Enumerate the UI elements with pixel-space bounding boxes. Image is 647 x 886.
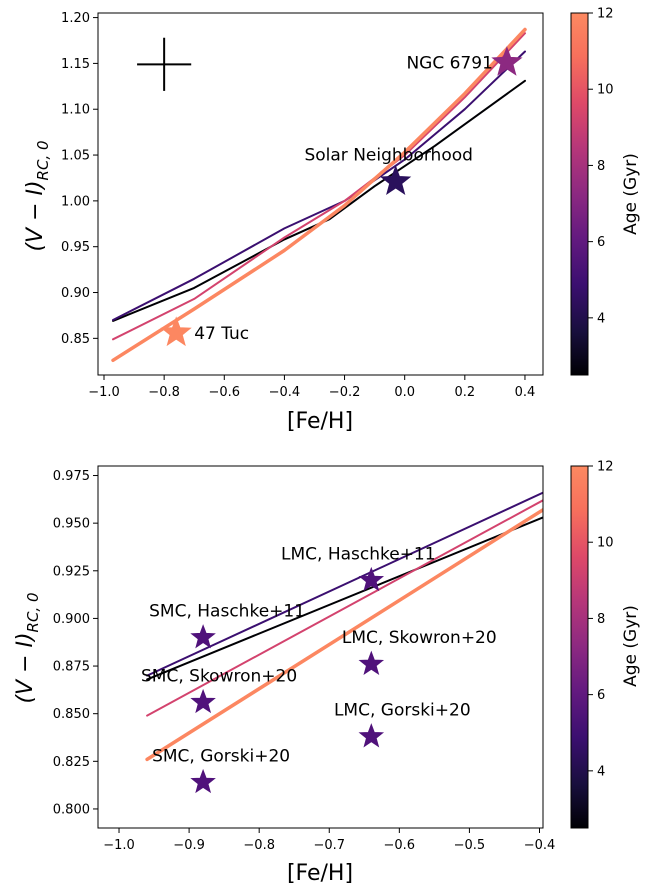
panel-top-star-marker-2	[491, 46, 523, 76]
panel-bottom-colorbar-tick-label-3: 10	[597, 536, 614, 551]
panel-top-xtick-label-7: 0.4	[515, 385, 536, 400]
panel-top-series-line-1	[112, 50, 526, 321]
panel-bottom-series-line-2	[146, 499, 543, 717]
panel-bottom-xticks: −1.0 −0.9 −0.8 −0.7 −0.6 −0.5 −0.4	[103, 828, 555, 853]
panel-bottom-xtick-label-3: −0.7	[314, 838, 346, 853]
panel-bottom-plot-area: LMC, Haschke+11 SMC, Haschke+11 LMC, Skowr…	[97, 465, 544, 829]
panel-bottom-series-line-0	[146, 516, 543, 681]
panel-top-ytick-label-6: 1.15	[61, 57, 90, 72]
panel-top-xtick-label-1: −0.8	[148, 385, 180, 400]
panel-bottom-ytick-label-7: 0.975	[53, 469, 90, 484]
panel-top-colorbar-tick-label-3: 10	[597, 83, 614, 98]
panel-bottom-star-label-4: LMC, Gorski+20	[334, 701, 471, 721]
panel-bottom-series-line-3	[145, 508, 543, 762]
panel-top-xtick-label-3: −0.4	[269, 385, 301, 400]
panel-top-star-label-2: NGC 6791	[406, 54, 492, 74]
panel-top-colorbar-ticks: 4 6 8 10 12	[588, 7, 614, 326]
panel-bottom-ytick-label-6: 0.950	[53, 517, 90, 532]
panel-bottom-star-label-2: LMC, Skowron+20	[342, 628, 497, 648]
panel-bottom-xtick-label-1: −0.9	[173, 838, 205, 853]
panel-top-colorbar-tick-label-0: 4	[597, 311, 605, 326]
panel-bottom-colorbar: 4 6 8 10 12 Age (Gyr)	[570, 460, 641, 829]
panel-bottom-ytick-label-0: 0.800	[53, 802, 90, 817]
panel-bottom-yticks: 0.800 0.825 0.850 0.875 0.900 0.925 0.950 0.975	[53, 469, 98, 817]
panel-bottom-ytick-label-1: 0.825	[53, 755, 90, 770]
panel-top-yticks: 0.85 0.90 0.95 1.00 1.05 1.10 1.15 1.20	[61, 11, 98, 347]
panel-bottom-series-line-1	[146, 491, 543, 677]
panel-top-ytick-label-3: 1.00	[61, 194, 90, 209]
panel-top-series-line-3	[111, 27, 527, 363]
panel-bottom-colorbar-tick-label-4: 12	[597, 460, 614, 475]
panel-top-plot-area: 47 Tuc Solar Neighborhood NGC 6791	[97, 12, 544, 376]
panel-bottom-xtick-label-6: −0.4	[524, 838, 556, 853]
panel-bottom-series-group	[145, 491, 543, 762]
panel-top-colorbar-gradient	[570, 12, 589, 376]
panel-bottom-star-marker-2	[358, 650, 385, 676]
panel-top-y-axis-label-main: (V − I)	[23, 180, 48, 251]
panel-bottom-ytick-label-2: 0.850	[53, 707, 90, 722]
panel-bottom-star-marker-3	[190, 688, 216, 714]
panel-top-star-marker-0	[160, 316, 192, 347]
panel-bottom-star-marker-4	[358, 723, 385, 748]
panel-top-star-marker-1	[380, 165, 412, 195]
panel-bottom-xtick-label-5: −0.5	[454, 838, 486, 853]
panel-top-ytick-label-0: 0.85	[61, 332, 90, 347]
panel-bottom-axes-frame	[97, 465, 544, 829]
panel-top-x-axis-label: [Fe/H]	[287, 409, 353, 434]
panel-top-star-label-0: 47 Tuc	[194, 324, 249, 344]
panel-top-xtick-label-4: −0.2	[329, 385, 361, 400]
panel-bottom-star-label-0: LMC, Haschke+11	[281, 544, 436, 564]
panel-top-colorbar: 4 6 8 10 12 Age (Gyr)	[570, 7, 641, 376]
panel-top-y-axis-label: (V − I)RC, 0	[23, 140, 52, 251]
panel-bottom-ytick-label-3: 0.875	[53, 660, 90, 675]
panel-bottom-x-axis-label: [Fe/H]	[287, 861, 353, 886]
panel-bottom-star-marker-5	[190, 768, 216, 794]
panel-top-xticks: −1.0 −0.8 −0.6 −0.4 −0.2 0.0 0.2 0.4	[88, 375, 535, 400]
panel-top-xtick-label-0: −1.0	[88, 385, 120, 400]
panel-bottom-star-marker-1	[190, 624, 216, 649]
panel-top-colorbar-label: Age (Gyr)	[621, 153, 641, 235]
panel-bottom-colorbar-tick-label-2: 8	[597, 612, 605, 627]
panel-bottom-y-axis-label-main: (V − I)	[13, 632, 38, 703]
panel-bottom-ytick-label-5: 0.925	[53, 564, 90, 579]
panel-top-colorbar-tick-label-1: 6	[597, 235, 605, 250]
panel-bottom-star-label-1: SMC, Haschke+11	[149, 602, 305, 622]
panel-bottom-colorbar-tick-label-0: 4	[597, 764, 605, 779]
panel-bottom-y-axis-label-sub: RC, 0	[24, 592, 42, 632]
panel-bottom-xtick-label-0: −1.0	[103, 838, 135, 853]
panel-top-star-label-1: Solar Neighborhood	[304, 146, 472, 166]
panel-bottom-colorbar-ticks: 4 6 8 10 12	[588, 460, 614, 779]
panel-bottom-star-label-5: SMC, Gorski+20	[152, 746, 290, 766]
panel-top-y-axis-label-sub: RC, 0	[34, 140, 52, 180]
panel-top-ytick-label-2: 0.95	[61, 240, 90, 255]
panel-top-ytick-label-5: 1.10	[61, 103, 90, 118]
panel-bottom-colorbar-gradient	[570, 465, 589, 829]
panel-bottom-star-marker-0	[358, 566, 385, 592]
panel-top-ytick-label-1: 0.90	[61, 286, 90, 301]
panel-bottom: LMC, Haschke+11 SMC, Haschke+11 LMC, Skowr…	[13, 460, 641, 886]
panel-bottom-xtick-label-2: −0.8	[243, 838, 275, 853]
panel-bottom-ytick-label-4: 0.900	[53, 612, 90, 627]
panel-bottom-colorbar-tick-label-1: 6	[597, 688, 605, 703]
panel-bottom-star-label-3: SMC, Skowron+20	[141, 666, 297, 686]
panel-top-ytick-label-7: 1.20	[61, 11, 90, 26]
panel-bottom-colorbar-label: Age (Gyr)	[621, 605, 641, 687]
panel-bottom-y-axis-label: (V − I)RC, 0	[13, 592, 42, 703]
panel-top-series-line-0	[112, 79, 526, 322]
panel-top-colorbar-tick-label-2: 8	[597, 159, 605, 174]
panel-top-series-line-2	[112, 32, 526, 341]
panel-top-ytick-label-4: 1.05	[61, 149, 90, 164]
panel-top-xtick-label-5: 0.0	[394, 385, 415, 400]
panel-top-xtick-label-2: −0.6	[209, 385, 241, 400]
panel-top-axes-frame	[97, 12, 544, 376]
panel-top-colorbar-tick-label-4: 12	[597, 7, 614, 22]
panel-top: 47 Tuc Solar Neighborhood NGC 6791 −1.0 −0.…	[23, 7, 641, 435]
panel-top-xtick-label-6: 0.2	[454, 385, 475, 400]
panel-top-series-group	[111, 27, 527, 363]
panel-bottom-xtick-label-4: −0.6	[384, 838, 416, 853]
